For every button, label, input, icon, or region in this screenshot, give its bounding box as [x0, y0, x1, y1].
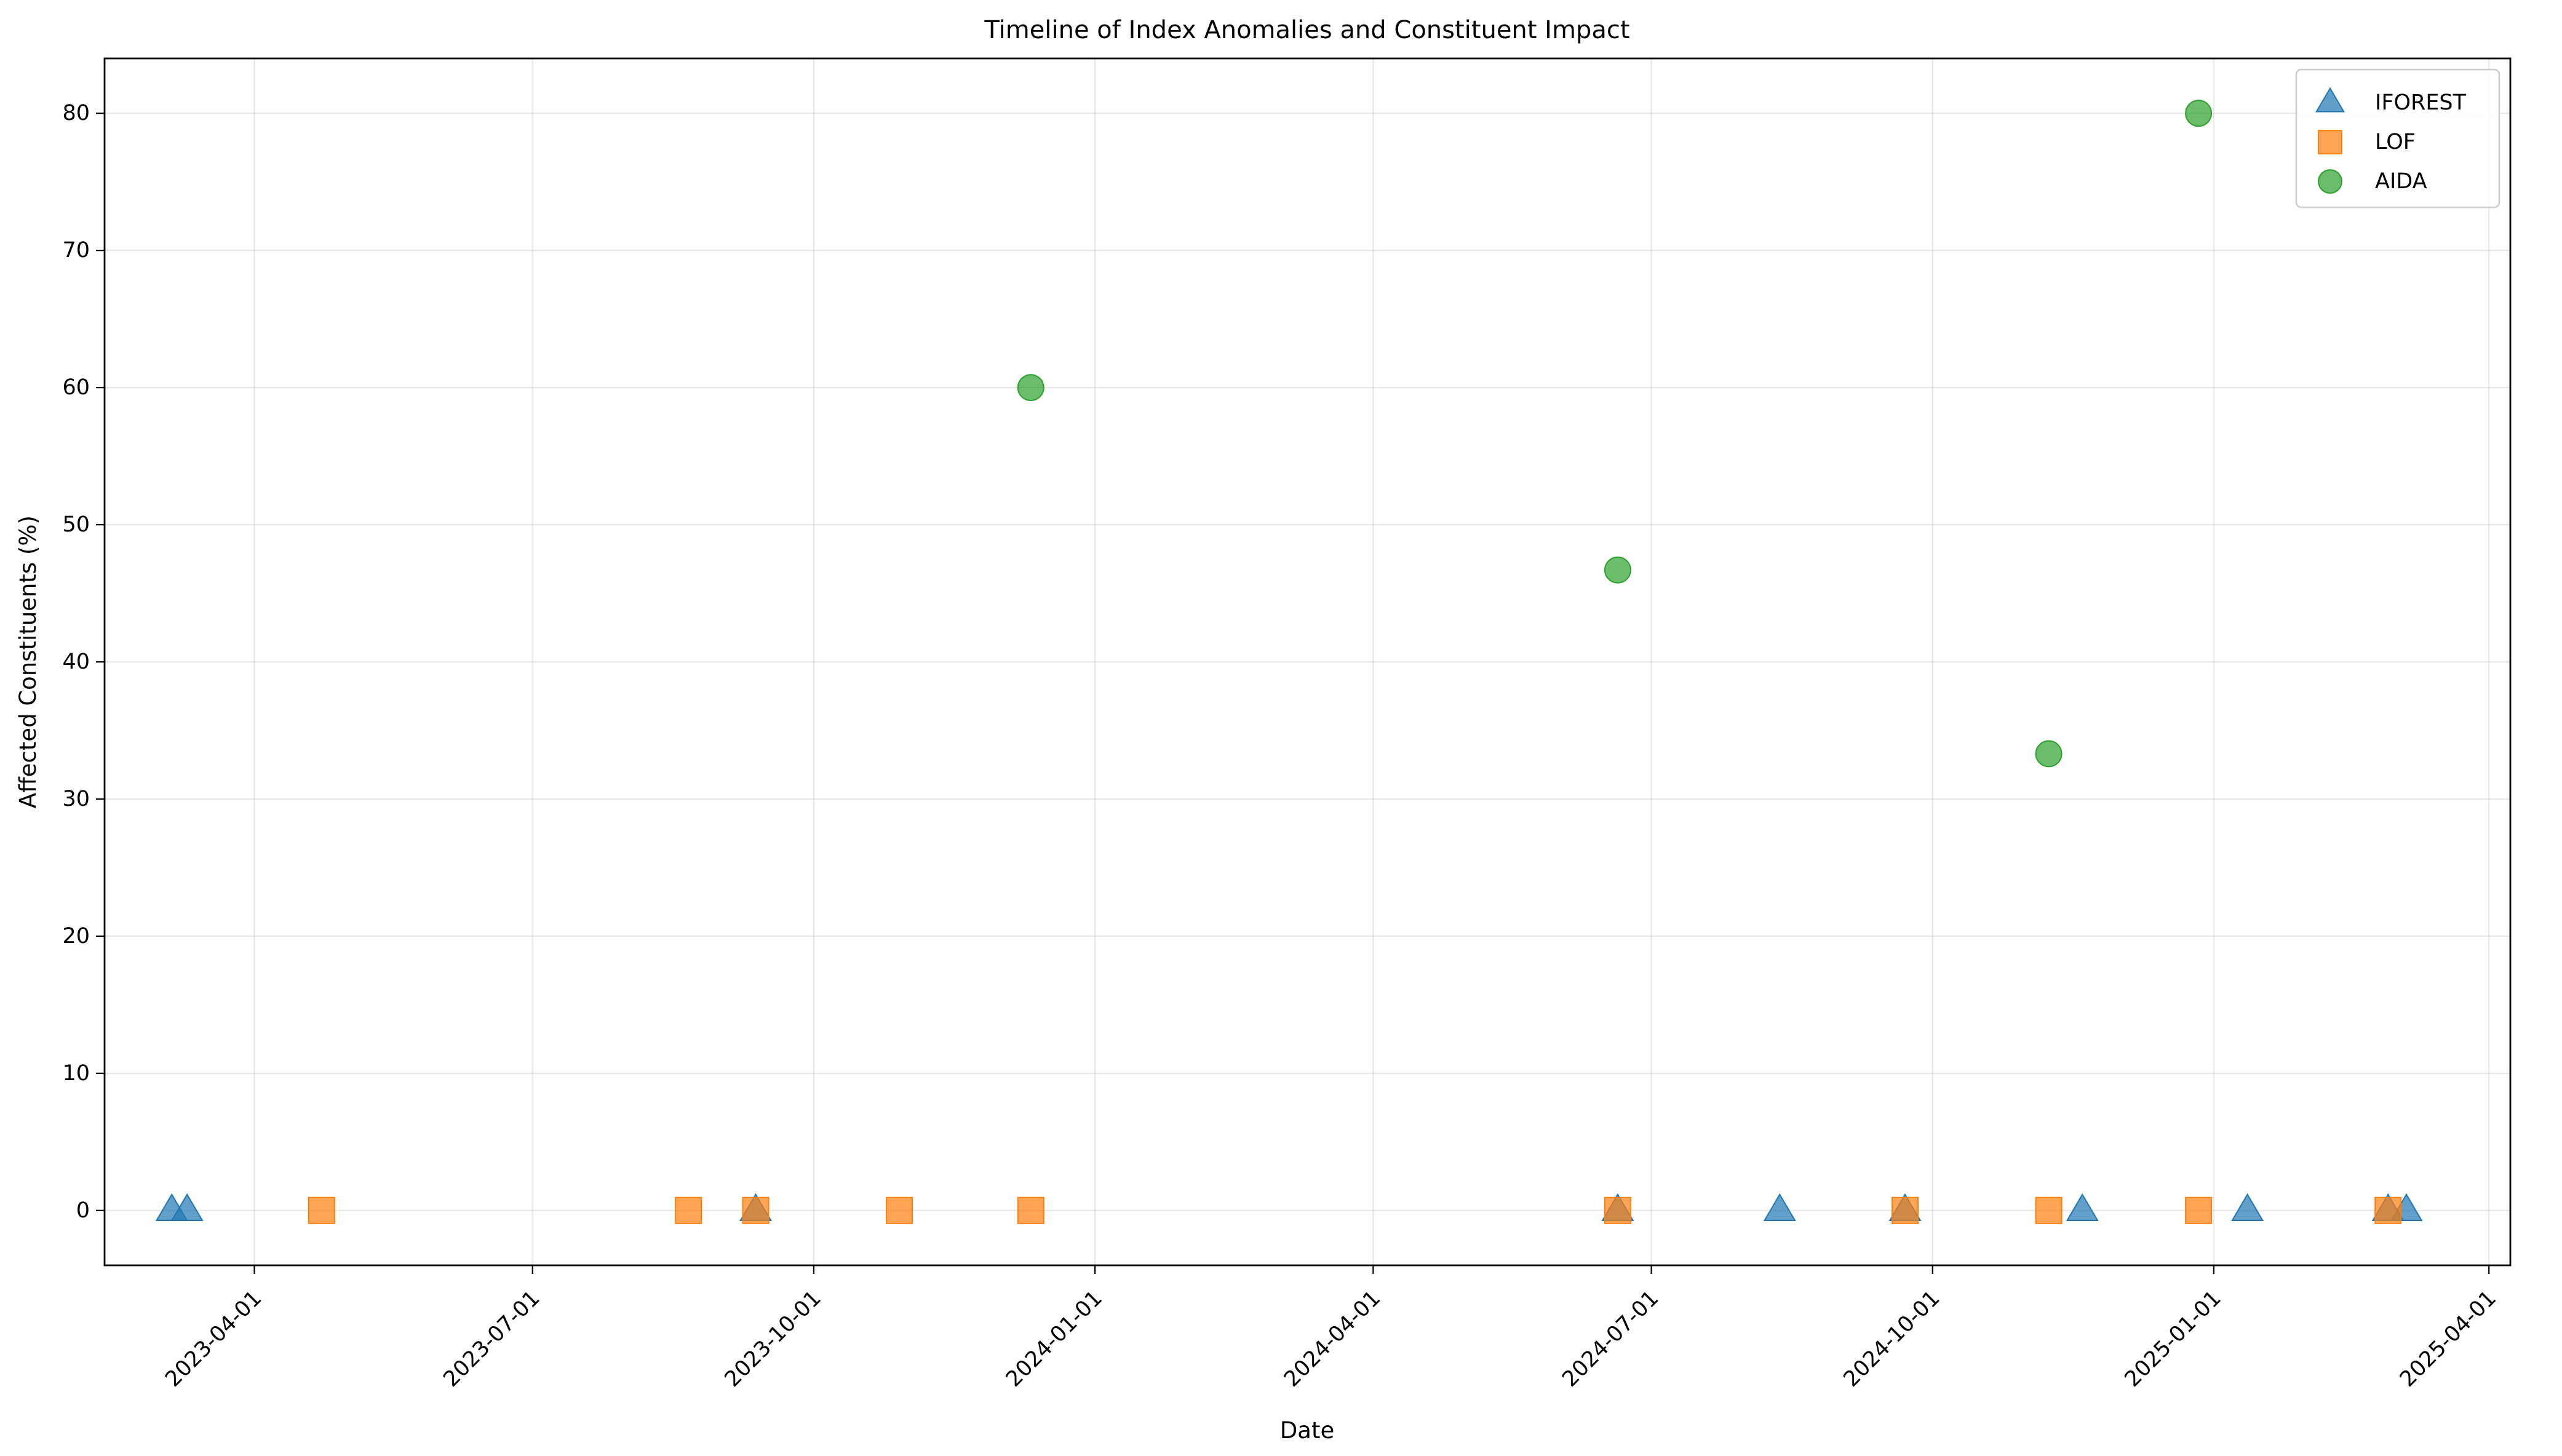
legend-marker-lof [2318, 130, 2342, 154]
y-tick-label: 50 [62, 512, 90, 537]
legend-marker-aida [2318, 169, 2342, 194]
lof-point [1017, 1196, 1044, 1224]
lof-point [308, 1196, 335, 1224]
aida-point [1604, 556, 1631, 584]
y-tick-label: 0 [76, 1198, 90, 1223]
y-tick-label: 70 [62, 238, 90, 263]
lof-point [675, 1196, 702, 1224]
data-points [155, 100, 2423, 1224]
lof-point [1604, 1196, 1631, 1224]
iforest-point [2231, 1193, 2264, 1221]
lof-point [742, 1196, 770, 1224]
plot-area [105, 58, 2510, 1265]
aida-point [2185, 100, 2213, 127]
aida-point [2035, 740, 2063, 768]
y-tick-label: 80 [62, 101, 90, 125]
y-axis-label: Affected Constituents (%) [15, 515, 41, 808]
series-lof [308, 1196, 2402, 1224]
y-tick-label: 40 [62, 650, 90, 674]
y-tick-label: 30 [62, 787, 90, 811]
legend-label-aida: AIDA [2375, 169, 2427, 194]
aida-point [1017, 374, 1044, 402]
iforest-point [1763, 1193, 1796, 1221]
legend-marker-iforest [2315, 87, 2345, 113]
legend-box [2295, 68, 2500, 209]
chart-title: Timeline of Index Anomalies and Constitu… [984, 16, 1629, 44]
legend: IFOREST LOF AIDA [2295, 68, 2500, 209]
lof-point [1892, 1196, 1919, 1224]
series-aida [1017, 100, 2213, 768]
legend-label-iforest: IFOREST [2375, 90, 2467, 115]
lof-point [2374, 1196, 2402, 1224]
lof-point [2035, 1196, 2063, 1224]
y-tick-label: 10 [62, 1061, 90, 1086]
legend-label-lof: LOF [2375, 130, 2416, 154]
iforest-point [170, 1193, 204, 1221]
y-tick-label: 60 [62, 375, 90, 400]
y-tick-label: 20 [62, 924, 90, 949]
grid [105, 58, 2510, 1265]
lof-point [2185, 1196, 2213, 1224]
iforest-point [2066, 1193, 2099, 1221]
x-axis-label: Date [1280, 1417, 1334, 1444]
lof-point [886, 1196, 913, 1224]
